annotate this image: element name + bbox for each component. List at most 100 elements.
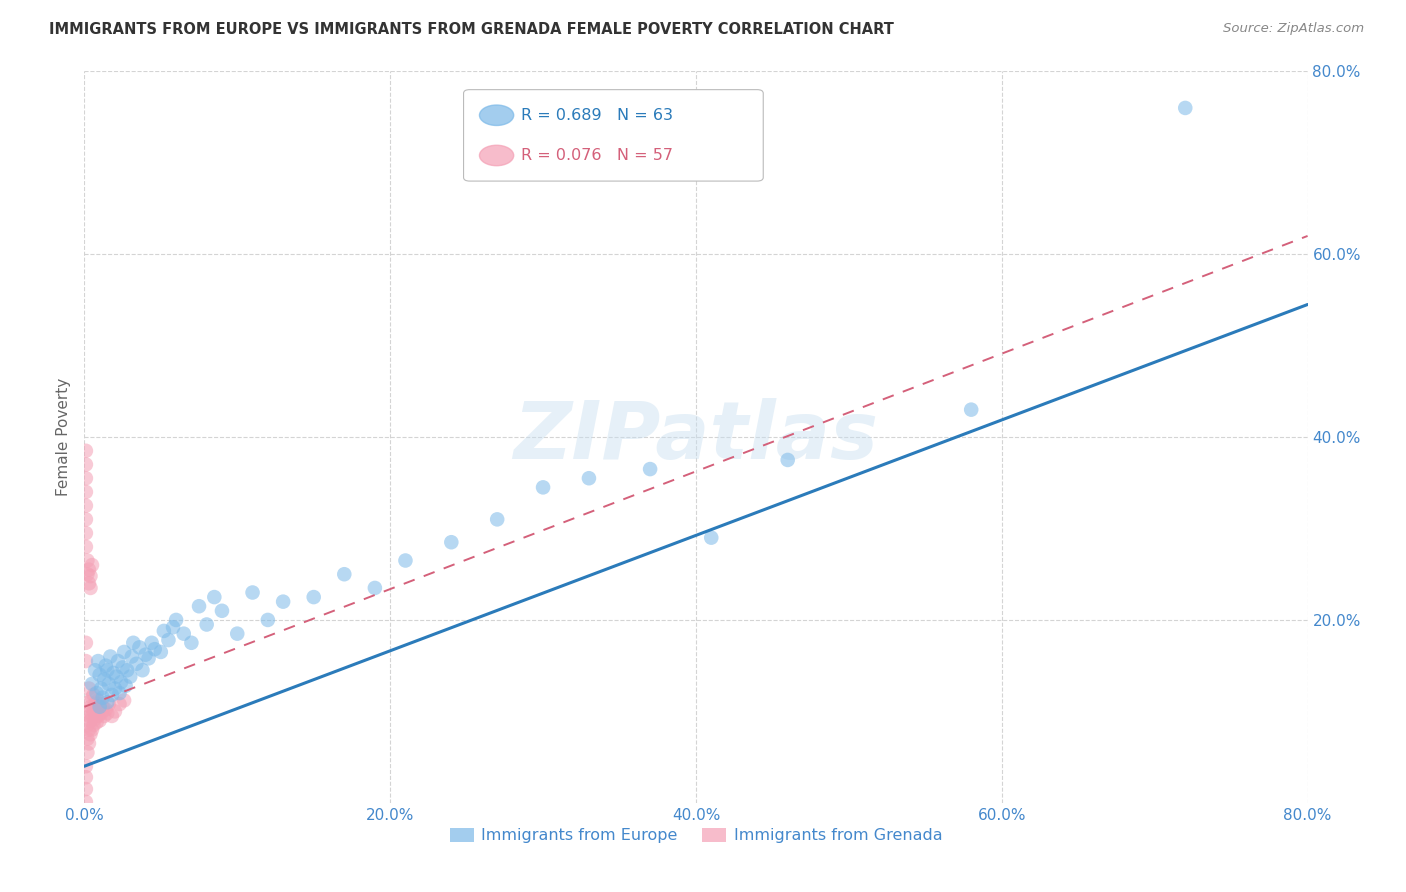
Point — [89, 667, 111, 681]
Point — [75, 443, 97, 458]
Legend: Immigrants from Europe, Immigrants from Grenada: Immigrants from Europe, Immigrants from … — [443, 822, 949, 850]
Point — [75, 512, 97, 526]
Point — [108, 697, 131, 711]
Point — [76, 746, 98, 760]
Point — [122, 636, 145, 650]
Point — [75, 795, 97, 809]
Point — [77, 709, 100, 723]
Point — [162, 620, 184, 634]
Point — [79, 714, 101, 728]
Point — [75, 540, 97, 554]
Point — [114, 679, 136, 693]
Point — [75, 471, 97, 485]
Point — [77, 723, 100, 737]
Point — [80, 677, 103, 691]
Point — [86, 715, 108, 730]
Point — [125, 657, 148, 671]
Point — [87, 693, 110, 707]
Point — [97, 697, 120, 711]
Point — [83, 688, 105, 702]
Point — [76, 705, 98, 719]
Point — [75, 770, 97, 784]
Point — [75, 485, 97, 500]
Point — [173, 626, 195, 640]
Point — [157, 633, 180, 648]
Point — [79, 569, 101, 583]
Point — [86, 686, 108, 700]
Text: R = 0.076   N = 57: R = 0.076 N = 57 — [522, 148, 673, 163]
Point — [440, 535, 463, 549]
Text: ZIPatlas: ZIPatlas — [513, 398, 879, 476]
Point — [578, 471, 600, 485]
Point — [90, 681, 112, 696]
Point — [242, 585, 264, 599]
Point — [84, 712, 107, 726]
Point — [112, 693, 135, 707]
Point — [94, 702, 117, 716]
Point — [75, 654, 97, 668]
Point — [110, 675, 132, 690]
Point — [143, 642, 166, 657]
Point — [75, 759, 97, 773]
Point — [75, 499, 97, 513]
Point — [77, 695, 100, 709]
Y-axis label: Female Poverty: Female Poverty — [56, 378, 72, 496]
Point — [138, 651, 160, 665]
Circle shape — [479, 105, 513, 126]
Point — [93, 709, 115, 723]
Point — [94, 658, 117, 673]
Point — [700, 531, 723, 545]
Point — [257, 613, 280, 627]
Point — [638, 462, 661, 476]
Point — [76, 718, 98, 732]
Point — [120, 670, 142, 684]
Point — [131, 663, 153, 677]
Point — [960, 402, 983, 417]
Point — [87, 709, 110, 723]
Point — [75, 782, 97, 797]
Point — [84, 663, 107, 677]
Point — [531, 480, 554, 494]
Point — [76, 567, 98, 582]
Point — [76, 731, 98, 746]
Point — [96, 663, 118, 677]
Point — [77, 681, 100, 696]
Point — [101, 688, 124, 702]
Point — [112, 645, 135, 659]
Point — [180, 636, 202, 650]
Point — [271, 594, 294, 608]
Point — [226, 626, 249, 640]
FancyBboxPatch shape — [464, 90, 763, 181]
Point — [104, 681, 127, 696]
Point — [104, 705, 127, 719]
Point — [77, 736, 100, 750]
Point — [89, 699, 111, 714]
Point — [101, 709, 124, 723]
Point — [149, 645, 172, 659]
Point — [96, 695, 118, 709]
Point — [79, 581, 101, 595]
Point — [202, 590, 225, 604]
Point — [364, 581, 387, 595]
Point — [80, 558, 103, 573]
Point — [211, 604, 233, 618]
Point — [394, 553, 416, 567]
Point — [77, 576, 100, 591]
Point — [141, 636, 163, 650]
Point — [333, 567, 356, 582]
Point — [128, 640, 150, 655]
Point — [97, 677, 120, 691]
Point — [96, 706, 118, 721]
Point — [80, 709, 103, 723]
Point — [83, 705, 105, 719]
Point — [77, 563, 100, 577]
Point — [76, 553, 98, 567]
Point — [486, 512, 509, 526]
Text: R = 0.689   N = 63: R = 0.689 N = 63 — [522, 108, 673, 123]
Point — [776, 453, 799, 467]
Point — [103, 665, 125, 680]
Point — [121, 649, 143, 664]
Point — [165, 613, 187, 627]
Point — [79, 727, 101, 741]
Point — [90, 706, 112, 721]
